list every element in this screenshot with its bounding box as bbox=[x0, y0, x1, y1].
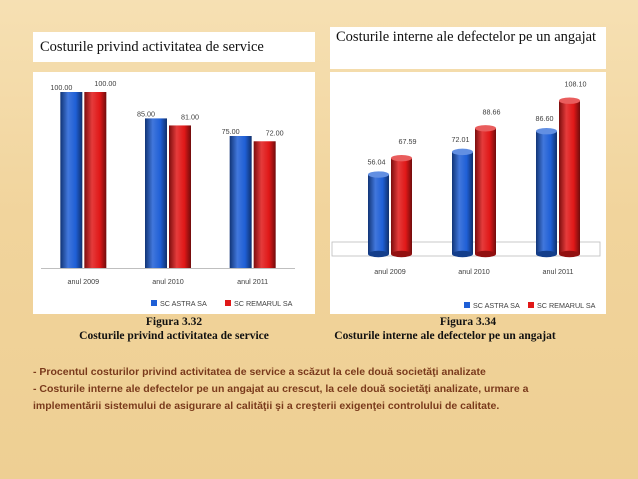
x-tick-label-l-2: anul 2011 bbox=[237, 277, 268, 286]
legend-label-r-0: SC ASTRA SA bbox=[473, 301, 520, 310]
note-line-3: implementării sistemului de asigurare al… bbox=[33, 400, 500, 412]
bar-base-r-s0-c1 bbox=[452, 250, 473, 258]
bar-l-s1-c1 bbox=[169, 125, 191, 268]
bar-r-s1-c0 bbox=[391, 158, 412, 254]
right-bar-chart: 56.04 67.59 anul 2009 72.01 88.66 anul 2010 86… bbox=[331, 80, 601, 310]
bar-top-r-s0-c2 bbox=[536, 127, 557, 135]
legend-label-l-1: SC REMARUL SA bbox=[234, 299, 293, 308]
bar-l-s1-c0 bbox=[84, 92, 107, 268]
x-tick-label-l-1: anul 2010 bbox=[152, 277, 184, 286]
legend-swatch-r-1 bbox=[528, 302, 534, 308]
bar-top-r-s1-c0 bbox=[391, 154, 412, 162]
left-figure-number: Figura 3.32 bbox=[145, 316, 203, 328]
data-label-r-s0-c0: 56.04 bbox=[368, 158, 386, 167]
bar-r-s1-c2 bbox=[559, 100, 580, 254]
bar-r-s0-c2 bbox=[536, 131, 557, 254]
legend-swatch-l-0 bbox=[151, 300, 157, 306]
legend-label-r-1: SC REMARUL SA bbox=[537, 301, 596, 310]
legend-label-l-0: SC ASTRA SA bbox=[160, 299, 207, 308]
bar-top-r-s1-c2 bbox=[559, 97, 580, 104]
right-chart-title-text: Costurile interne ale defectelor pe un a… bbox=[336, 29, 597, 45]
bar-base-r-s0-c2 bbox=[536, 250, 557, 258]
bar-top-r-s1-c1 bbox=[475, 125, 496, 132]
right-figure-caption: Costurile interne ale defectelor pe un a… bbox=[334, 330, 556, 342]
left-chart-title: Costurile privind activitatea de service bbox=[33, 32, 315, 62]
right-chart-panel: 56.04 67.59 anul 2009 72.01 88.66 anul 2010 86… bbox=[330, 72, 606, 314]
x-tick-label-r-0: anul 2009 bbox=[374, 267, 406, 276]
conclusion-notes: - Procentul costurilor privind activitat… bbox=[33, 364, 593, 415]
left-chart-title-text: Costurile privind activitatea de service bbox=[40, 39, 264, 55]
right-figure-number: Figura 3.34 bbox=[439, 316, 497, 328]
bar-l-s0-c0 bbox=[60, 92, 83, 268]
bar-top-r-s0-c1 bbox=[452, 148, 473, 156]
note-line-2: - Costurile interne ale defectelor pe un… bbox=[33, 383, 529, 395]
data-label-r-s1-c0: 67.59 bbox=[399, 137, 417, 146]
right-chart-title: Costurile interne ale defectelor pe un a… bbox=[330, 27, 606, 69]
left-bar-chart: 100.00 100.00 anul 2009 85.00 81.00 anul 2010… bbox=[41, 79, 295, 308]
data-label-l-s0-c2: 75.00 bbox=[222, 127, 240, 136]
legend-swatch-l-1 bbox=[225, 300, 231, 306]
bar-base-r-s1-c0 bbox=[391, 250, 412, 258]
data-label-r-s1-c1: 88.66 bbox=[483, 107, 501, 116]
bar-base-r-s0-c0 bbox=[368, 250, 389, 258]
data-label-r-s0-c2: 86.60 bbox=[536, 114, 554, 123]
left-chart-panel: 100.00 100.00 anul 2009 85.00 81.00 anul 2010… bbox=[33, 72, 315, 314]
x-tick-label-r-2: anul 2011 bbox=[542, 267, 573, 276]
data-label-l-s0-c1: 85.00 bbox=[137, 109, 155, 118]
x-tick-label-l-0: anul 2009 bbox=[68, 277, 100, 286]
bar-l-s1-c2 bbox=[253, 141, 276, 268]
data-label-l-s1-c0: 100.00 bbox=[94, 79, 116, 88]
bar-base-r-s1-c1 bbox=[475, 250, 496, 258]
data-label-l-s0-c0: 100.00 bbox=[50, 83, 72, 92]
bar-l-s0-c2 bbox=[229, 136, 252, 268]
bar-r-s0-c1 bbox=[452, 151, 473, 254]
data-label-r-s0-c1: 72.01 bbox=[452, 135, 470, 144]
bar-l-s0-c1 bbox=[145, 118, 167, 269]
bar-top-r-s0-c0 bbox=[368, 171, 389, 178]
x-tick-label-r-1: anul 2010 bbox=[458, 267, 490, 276]
bar-base-r-s1-c2 bbox=[559, 250, 580, 258]
bar-r-s1-c1 bbox=[475, 128, 496, 254]
legend-swatch-r-0 bbox=[464, 302, 470, 308]
data-label-l-s1-c1: 81.00 bbox=[181, 112, 199, 121]
data-label-r-s1-c2: 108.10 bbox=[565, 80, 587, 89]
data-label-l-s1-c2: 72.00 bbox=[266, 128, 284, 137]
bar-r-s0-c0 bbox=[368, 174, 389, 254]
note-line-1: - Procentul costurilor privind activitat… bbox=[33, 366, 486, 378]
left-figure-caption: Costurile privind activitatea de service bbox=[79, 330, 269, 342]
